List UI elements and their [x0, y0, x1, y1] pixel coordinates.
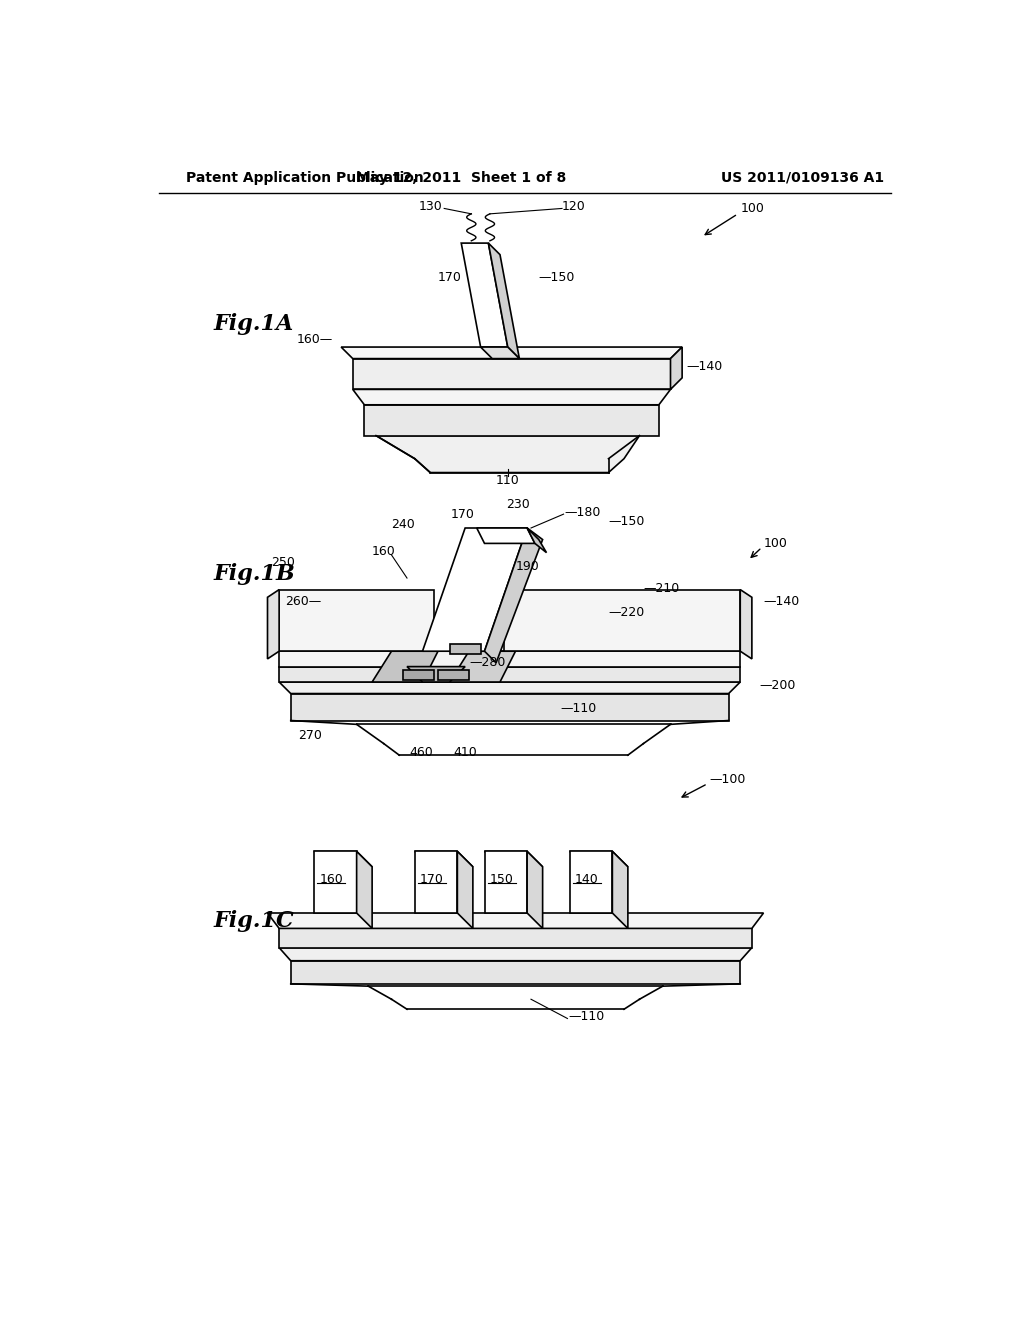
Polygon shape — [365, 405, 658, 436]
Text: 170: 170 — [420, 874, 443, 887]
Polygon shape — [415, 851, 473, 867]
Polygon shape — [458, 851, 473, 928]
Text: —140: —140 — [686, 360, 722, 372]
Polygon shape — [376, 436, 640, 473]
Text: Fig.1B: Fig.1B — [213, 564, 295, 585]
Polygon shape — [423, 528, 527, 651]
Text: —180: —180 — [564, 506, 601, 519]
Text: —150: —150 — [539, 271, 575, 284]
Polygon shape — [671, 347, 682, 389]
Polygon shape — [484, 851, 543, 867]
Polygon shape — [480, 347, 519, 359]
Text: —100: —100 — [710, 774, 745, 787]
Polygon shape — [488, 243, 519, 359]
Polygon shape — [356, 851, 372, 928]
Polygon shape — [569, 851, 628, 867]
Polygon shape — [504, 590, 740, 651]
Text: 160: 160 — [319, 874, 343, 887]
Polygon shape — [314, 851, 372, 867]
Polygon shape — [461, 243, 508, 347]
Text: Fig.1A: Fig.1A — [213, 313, 294, 335]
Polygon shape — [280, 948, 752, 961]
Text: —150: —150 — [608, 515, 645, 528]
Text: 160: 160 — [372, 545, 395, 557]
Polygon shape — [438, 671, 469, 681]
Polygon shape — [280, 682, 740, 693]
Text: May 12, 2011  Sheet 1 of 8: May 12, 2011 Sheet 1 of 8 — [356, 170, 566, 185]
Polygon shape — [484, 851, 527, 913]
Text: 130: 130 — [419, 199, 442, 213]
Polygon shape — [352, 389, 671, 405]
Text: 100: 100 — [740, 202, 764, 215]
Text: 250: 250 — [271, 556, 295, 569]
Text: 270: 270 — [298, 730, 323, 742]
Text: 140: 140 — [574, 874, 599, 887]
Text: Patent Application Publication: Patent Application Publication — [186, 170, 424, 185]
Polygon shape — [407, 667, 465, 682]
Polygon shape — [267, 590, 280, 659]
Text: 110: 110 — [496, 474, 519, 487]
Polygon shape — [280, 590, 434, 651]
Polygon shape — [291, 693, 729, 721]
Polygon shape — [267, 913, 764, 928]
Text: 190: 190 — [515, 560, 540, 573]
Text: —280: —280 — [469, 656, 506, 669]
Text: —200: —200 — [760, 680, 796, 693]
Text: Fig.1C: Fig.1C — [213, 909, 294, 932]
Polygon shape — [569, 851, 612, 913]
Polygon shape — [740, 590, 752, 659]
Text: —220: —220 — [608, 606, 645, 619]
Polygon shape — [372, 651, 438, 682]
Text: 260—: 260— — [286, 594, 322, 607]
Text: —110: —110 — [568, 1010, 604, 1023]
Polygon shape — [314, 851, 356, 913]
Text: 230: 230 — [506, 499, 529, 511]
Polygon shape — [484, 528, 543, 663]
Polygon shape — [527, 851, 543, 928]
Text: 120: 120 — [562, 199, 586, 213]
Text: —210: —210 — [643, 582, 680, 594]
Polygon shape — [280, 928, 752, 948]
Polygon shape — [415, 851, 458, 913]
Polygon shape — [527, 528, 547, 553]
Polygon shape — [450, 651, 515, 682]
Text: 150: 150 — [489, 874, 513, 887]
Polygon shape — [477, 528, 535, 544]
Polygon shape — [280, 651, 740, 667]
Text: —110: —110 — [560, 702, 597, 715]
Polygon shape — [612, 851, 628, 928]
Polygon shape — [352, 359, 671, 389]
Text: 240: 240 — [391, 517, 415, 531]
Text: 170: 170 — [437, 271, 462, 284]
Text: 160—: 160— — [297, 333, 334, 346]
Polygon shape — [403, 671, 434, 681]
Polygon shape — [341, 347, 682, 359]
Text: —140: —140 — [764, 594, 800, 607]
Text: 170: 170 — [451, 508, 475, 520]
Text: 100: 100 — [764, 537, 787, 550]
Polygon shape — [280, 667, 740, 682]
Polygon shape — [291, 961, 740, 983]
Text: 460: 460 — [409, 746, 433, 759]
Text: US 2011/0109136 A1: US 2011/0109136 A1 — [721, 170, 884, 185]
Polygon shape — [450, 644, 480, 655]
Text: 410: 410 — [454, 746, 477, 759]
